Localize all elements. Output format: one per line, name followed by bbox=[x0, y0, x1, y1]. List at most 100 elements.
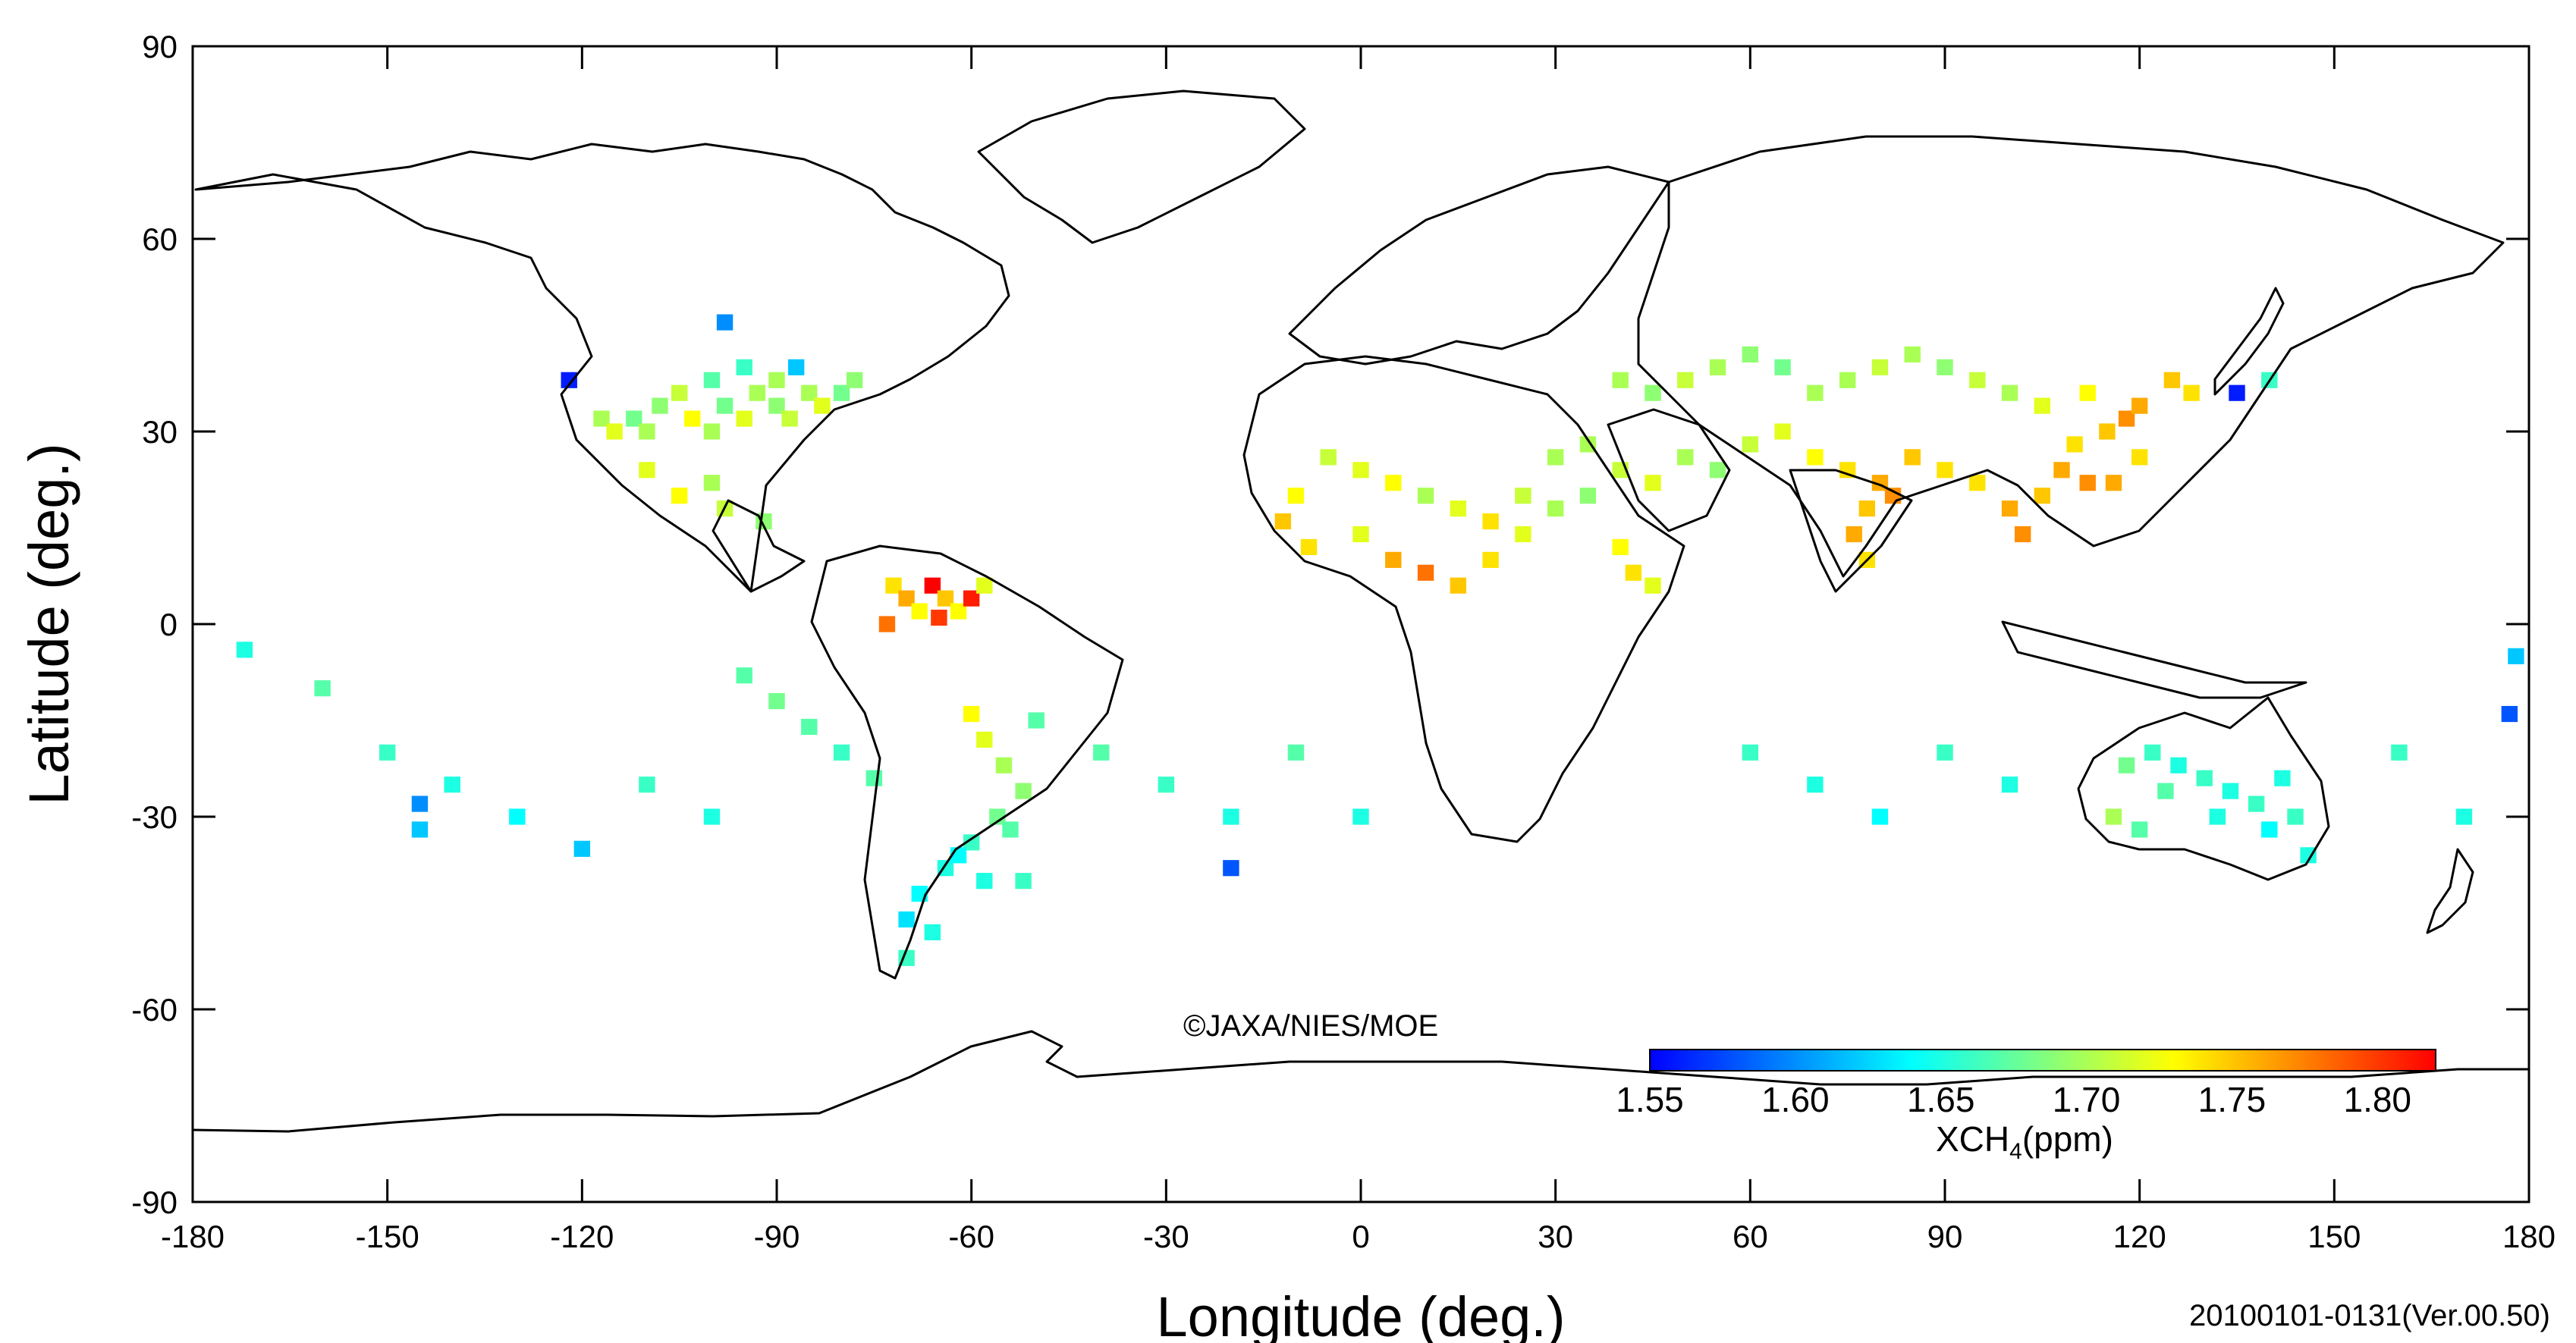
x-tick-label: 120 bbox=[2113, 1219, 2166, 1254]
plot-area bbox=[193, 46, 2529, 1202]
coastline-new-zealand bbox=[2426, 848, 2474, 934]
data-cell bbox=[411, 821, 429, 838]
data-cell bbox=[2001, 384, 2018, 401]
y-tick-label: -90 bbox=[131, 1185, 177, 1220]
colorbar-label-unit: (ppm) bbox=[2022, 1119, 2113, 1159]
data-cell bbox=[1858, 500, 1876, 517]
x-tick-label: -90 bbox=[754, 1219, 800, 1254]
colorbar-ticks: 1.55 1.60 1.65 1.70 1.75 1.80 bbox=[1616, 1080, 2411, 1119]
coastline-africa bbox=[1242, 355, 1685, 843]
data-cell bbox=[2079, 475, 2096, 491]
data-cell bbox=[639, 777, 655, 793]
x-axis-title: Longitude (deg.) bbox=[1157, 1285, 1566, 1343]
coastline-asia bbox=[1637, 135, 2505, 578]
data-cell bbox=[1015, 783, 1032, 799]
data-cell bbox=[561, 372, 577, 388]
data-cell bbox=[236, 642, 253, 658]
data-cell bbox=[639, 462, 655, 479]
data-cell bbox=[2001, 777, 2018, 793]
data-cell bbox=[2183, 384, 2200, 401]
data-cell bbox=[671, 488, 688, 504]
data-cell bbox=[1287, 744, 1305, 761]
copyright-text: ©JAXA/NIES/MOE bbox=[1183, 1009, 1438, 1043]
data-cell bbox=[703, 808, 721, 825]
x-tick-label: -60 bbox=[948, 1219, 994, 1254]
x-tick-label: 30 bbox=[1538, 1219, 1573, 1254]
data-cell bbox=[768, 372, 785, 388]
data-cell bbox=[2222, 783, 2239, 799]
data-cell bbox=[1645, 577, 1661, 594]
data-cell bbox=[1612, 372, 1629, 388]
data-cell bbox=[833, 744, 850, 761]
colorbar-tick-label: 1.80 bbox=[2343, 1080, 2411, 1119]
y-tick-label: 60 bbox=[142, 221, 177, 257]
data-cell bbox=[801, 718, 818, 736]
data-cell bbox=[703, 423, 721, 440]
x-tick-label: -150 bbox=[356, 1219, 419, 1254]
data-cell bbox=[652, 397, 668, 414]
data-cell bbox=[1579, 436, 1597, 453]
data-cell bbox=[898, 590, 915, 607]
data-cell bbox=[1274, 513, 1292, 530]
data-cell bbox=[1158, 777, 1175, 793]
data-cell bbox=[736, 359, 752, 375]
data-cell bbox=[1417, 564, 1434, 581]
data-cell bbox=[593, 410, 610, 427]
data-cell bbox=[736, 410, 752, 427]
data-cell bbox=[2034, 397, 2051, 414]
data-cell bbox=[1742, 346, 1759, 362]
data-cell bbox=[444, 777, 460, 793]
data-cell bbox=[976, 873, 993, 890]
colorbar-tick-label: 1.55 bbox=[1616, 1080, 1684, 1119]
colorbar-label-main: XCH bbox=[1936, 1119, 2009, 1159]
data-cell bbox=[1352, 808, 1369, 825]
data-cell bbox=[1547, 449, 1564, 466]
y-tick-label: 30 bbox=[142, 414, 177, 450]
data-cell bbox=[2163, 372, 2181, 388]
data-cell bbox=[1709, 359, 1726, 375]
data-cell bbox=[1774, 423, 1791, 440]
coastline-south-america bbox=[810, 544, 1124, 980]
data-cell bbox=[736, 667, 752, 684]
data-cell bbox=[1093, 744, 1110, 761]
data-cell bbox=[1937, 462, 1953, 479]
data-cell bbox=[1742, 744, 1759, 761]
data-cell bbox=[573, 840, 591, 857]
data-cell bbox=[2066, 436, 2083, 453]
y-tick-label: -30 bbox=[131, 799, 177, 835]
data-cell bbox=[716, 314, 734, 331]
x-tick-label: -30 bbox=[1143, 1219, 1189, 1254]
period-label: 20100101-0131(Ver.00.50) bbox=[2189, 1299, 2550, 1332]
data-cell bbox=[1028, 712, 1045, 729]
data-cell bbox=[626, 410, 642, 427]
data-cell bbox=[787, 359, 805, 375]
data-cell bbox=[950, 603, 967, 620]
coastline-japan bbox=[2213, 287, 2285, 396]
data-cell bbox=[509, 808, 526, 825]
data-cell bbox=[684, 410, 701, 427]
data-cell bbox=[1352, 462, 1369, 479]
x-tick-label: 150 bbox=[2307, 1219, 2361, 1254]
data-cell bbox=[1482, 513, 1499, 530]
data-cell bbox=[963, 705, 980, 723]
data-cell bbox=[2001, 500, 2018, 517]
data-cell bbox=[2157, 783, 2174, 799]
data-cell bbox=[749, 384, 766, 401]
colorbar-label-sub: 4 bbox=[2009, 1139, 2022, 1164]
data-cell bbox=[1450, 577, 1467, 594]
data-cell bbox=[1645, 384, 1661, 401]
data-cell bbox=[1807, 777, 1824, 793]
data-cell bbox=[671, 384, 688, 401]
data-cell bbox=[1287, 488, 1305, 504]
data-cell bbox=[1871, 808, 1889, 825]
data-cell bbox=[1385, 475, 1402, 491]
data-cell bbox=[911, 603, 928, 620]
data-cell bbox=[314, 680, 331, 697]
data-cell bbox=[801, 384, 818, 401]
data-cell bbox=[2014, 526, 2031, 543]
data-cell bbox=[2118, 410, 2135, 427]
data-cell bbox=[2274, 770, 2291, 786]
x-tick-label: -180 bbox=[161, 1219, 225, 1254]
data-cell bbox=[1015, 873, 1032, 890]
